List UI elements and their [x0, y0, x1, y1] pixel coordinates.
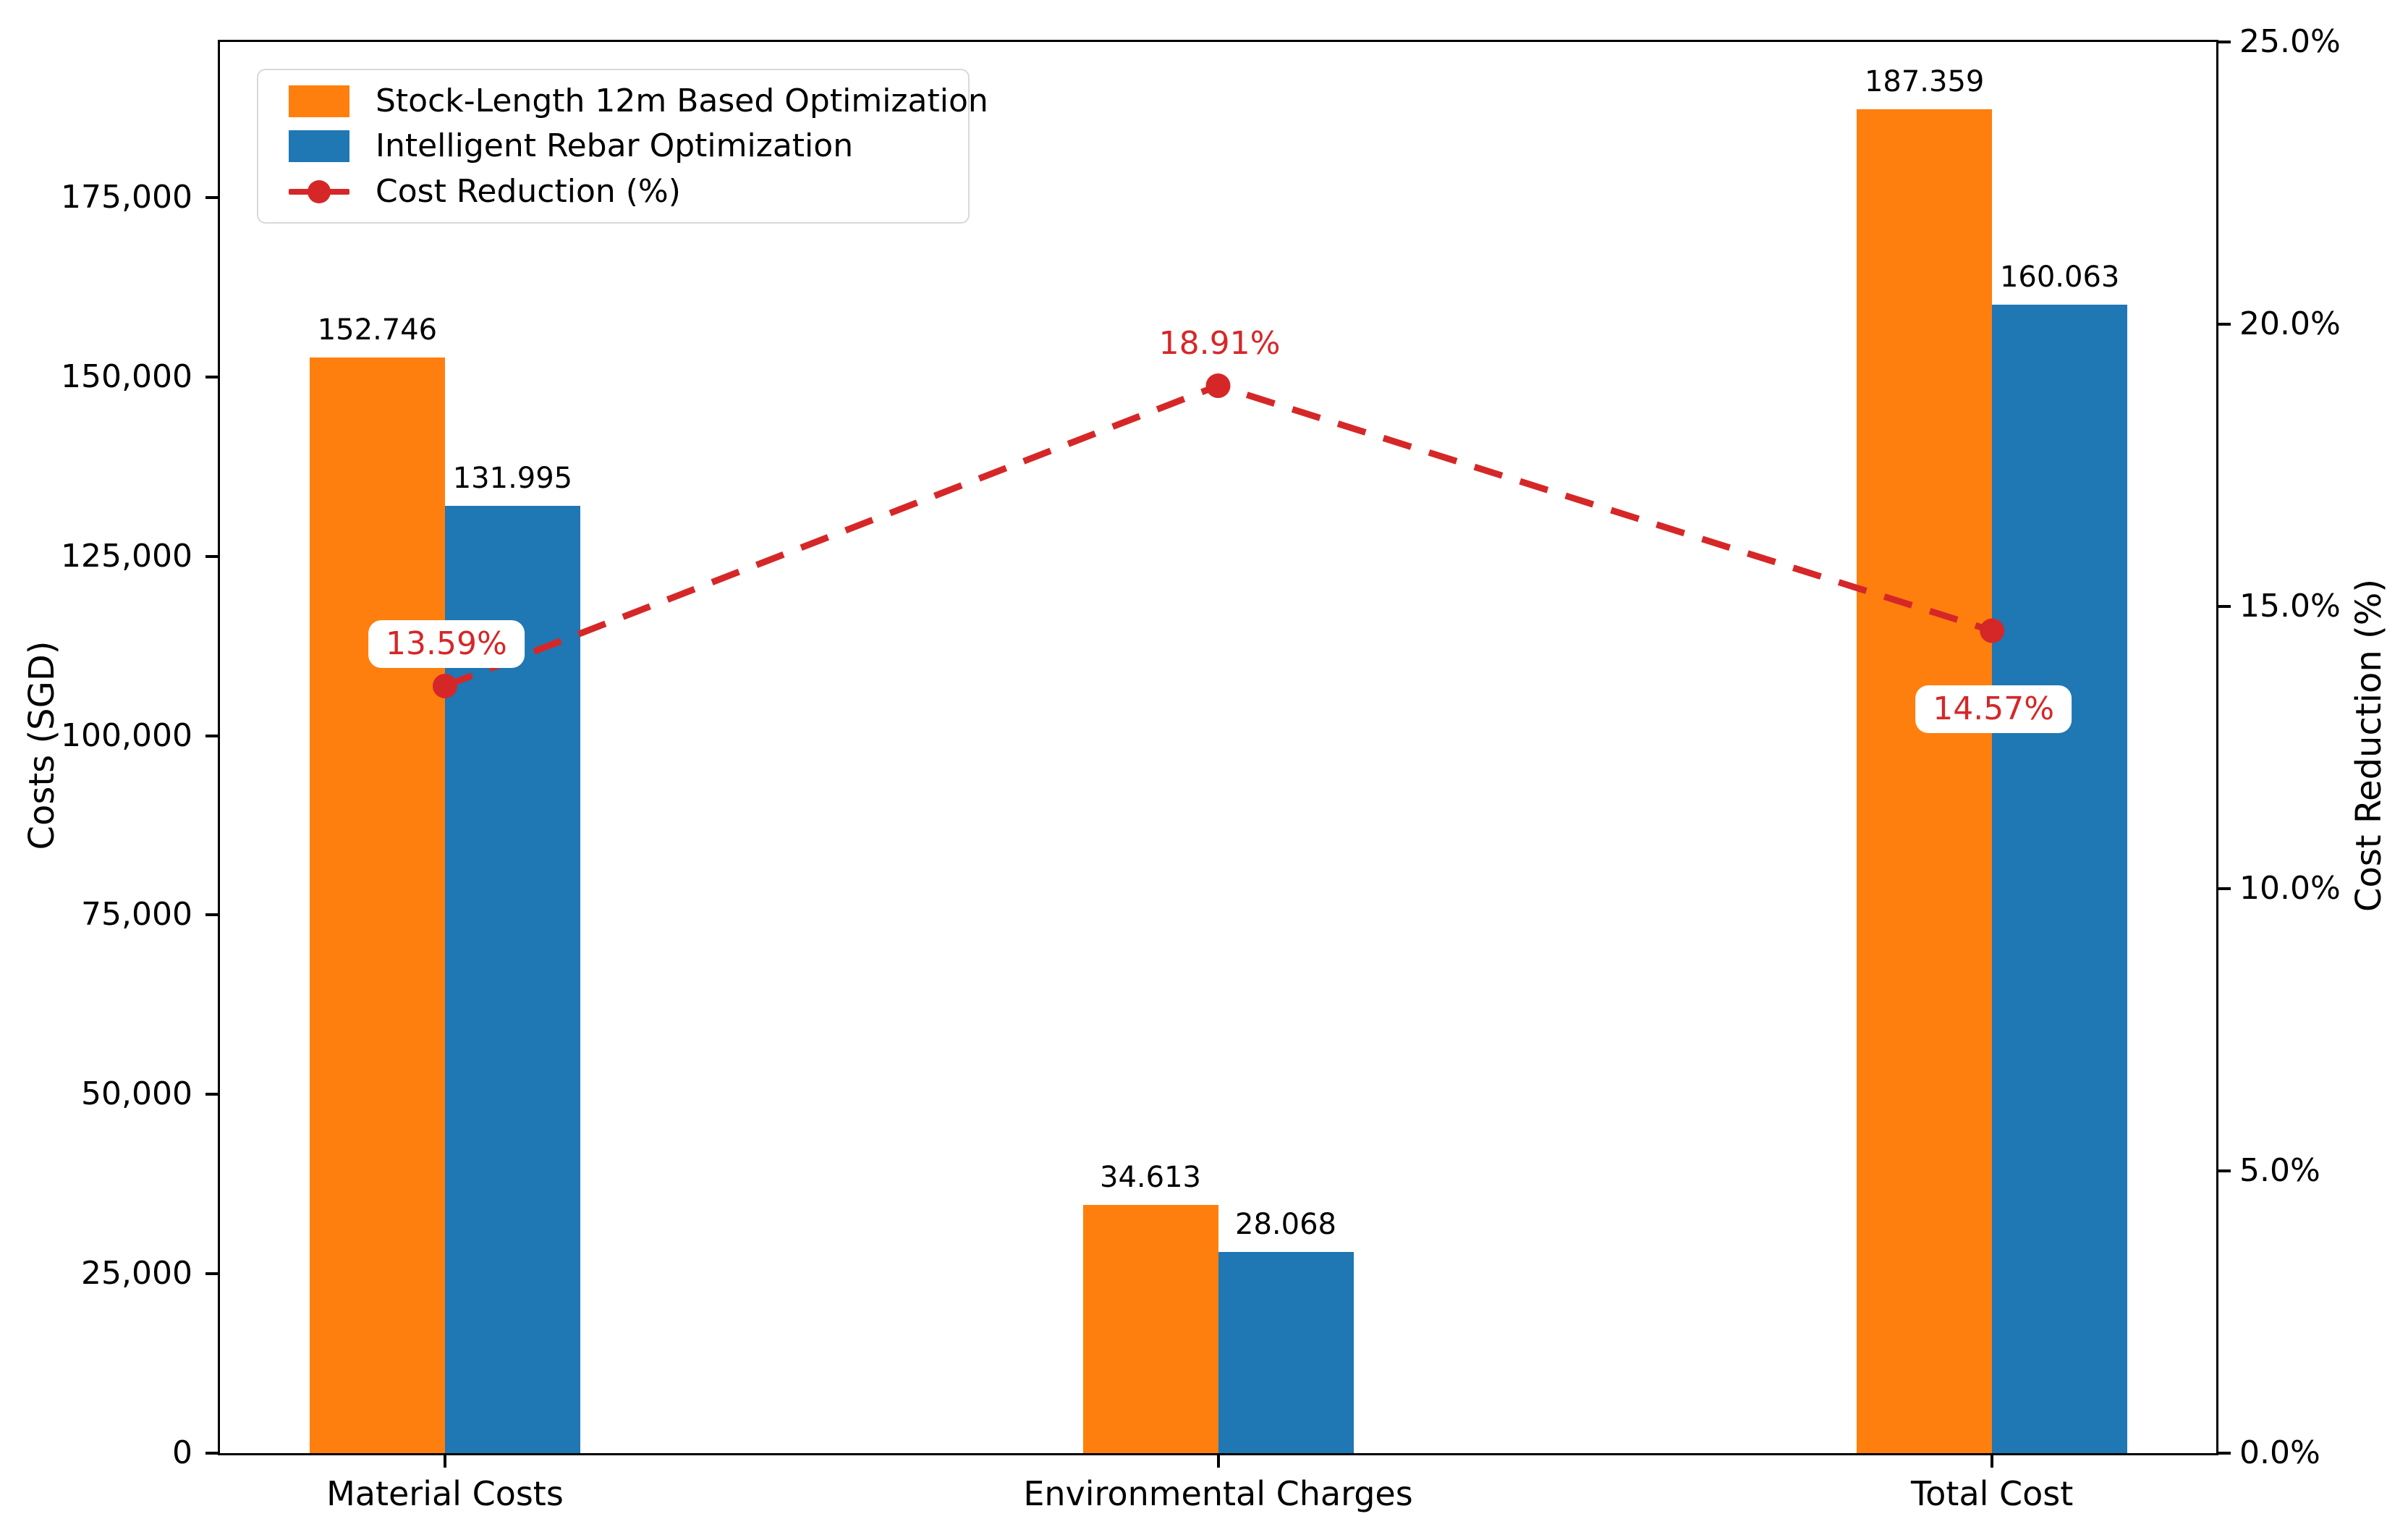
cost-reduction-label-0: 13.59% [368, 619, 525, 668]
right-axis-tick-label: 15.0% [2239, 588, 2341, 625]
bar-stock-1 [1082, 1204, 1218, 1453]
right-axis-tick-mark [2216, 887, 2231, 890]
x-axis-category-label: Material Costs [326, 1474, 564, 1513]
left-axis-tick-mark [205, 1093, 220, 1096]
right-axis-tick-mark [2216, 323, 2231, 326]
x-axis-tick-mark [1216, 1453, 1220, 1468]
bar-value-label: 152.746 [317, 313, 438, 347]
right-axis-title: Cost Reduction (%) [2349, 578, 2389, 913]
left-axis-tick-label: 100,000 [61, 716, 192, 754]
bar-value-label: 34.613 [1100, 1160, 1201, 1194]
left-axis-tick-mark [205, 1272, 220, 1276]
right-axis-tick-label: 20.0% [2239, 305, 2341, 342]
legend: Stock-Length 12m Based Optimization Inte… [257, 69, 988, 224]
x-axis-category-label: Total Cost [1910, 1474, 2074, 1513]
plot-area: 0 25,000 50,000 75,000 100,000 125,000 150,000… [61, 23, 2341, 1513]
legend-swatch-orange [289, 85, 349, 117]
left-axis-tick-mark [205, 196, 220, 200]
bar-value-label: 160.063 [1999, 261, 2120, 295]
right-axis-tick-mark [2216, 1169, 2231, 1172]
left-axis-tick-label: 25,000 [81, 1255, 192, 1292]
left-axis-tick-mark [205, 1452, 220, 1455]
right-axis-tick-mark [2216, 605, 2231, 608]
left-axis-tick-mark [205, 913, 220, 917]
legend-label: Stock-Length 12m Based Optimization [376, 82, 988, 119]
right-axis-tick-mark [2216, 41, 2231, 43]
bar-stock-2 [1857, 109, 1993, 1453]
bar-value-label: 28.068 [1235, 1207, 1336, 1241]
bar-intelligent-2 [1992, 305, 2128, 1453]
cost-reduction-label-1: 18.91% [1158, 325, 1281, 363]
legend-label: Intelligent Rebar Optimization [376, 127, 854, 164]
legend-entry-line: Cost Reduction (%) [258, 173, 968, 211]
left-axis-tick-label: 175,000 [61, 179, 192, 216]
legend-swatch-blue [289, 130, 349, 162]
legend-entry-series-0: Stock-Length 12m Based Optimization [258, 82, 988, 120]
legend-line-marker-icon [289, 176, 349, 208]
legend-label: Cost Reduction (%) [376, 172, 681, 210]
right-axis-tick-label: 0.0% [2239, 1434, 2320, 1471]
x-axis-tick-mark [443, 1453, 446, 1468]
cost-reduction-label-2: 14.57% [1915, 685, 2072, 733]
right-axis-tick-mark [2216, 1452, 2231, 1455]
bar-value-label: 131.995 [452, 462, 573, 496]
right-axis-tick-label: 10.0% [2239, 870, 2341, 907]
bar-stock-0 [309, 357, 445, 1453]
left-axis-tick-mark [205, 554, 220, 558]
left-axis-tick-label: 150,000 [61, 357, 192, 395]
left-axis-tick-label: 75,000 [81, 896, 192, 934]
left-axis-tick-label: 125,000 [61, 537, 192, 575]
bar-value-label: 187.359 [1864, 64, 1985, 98]
left-axis-tick-label: 50,000 [81, 1075, 192, 1113]
x-axis-tick-mark [1991, 1453, 1994, 1468]
left-axis-tick-mark [205, 734, 220, 737]
x-axis-category-label: Environmental Charges [1023, 1474, 1413, 1513]
legend-entry-series-1: Intelligent Rebar Optimization [258, 127, 968, 165]
bar-intelligent-1 [1218, 1251, 1354, 1453]
right-axis-tick-label: 5.0% [2239, 1152, 2320, 1189]
left-axis-tick-mark [205, 375, 220, 378]
left-axis-tick-label: 0 [172, 1434, 192, 1471]
line-marker [1205, 373, 1231, 399]
right-axis-tick-label: 25.0% [2239, 23, 2341, 60]
